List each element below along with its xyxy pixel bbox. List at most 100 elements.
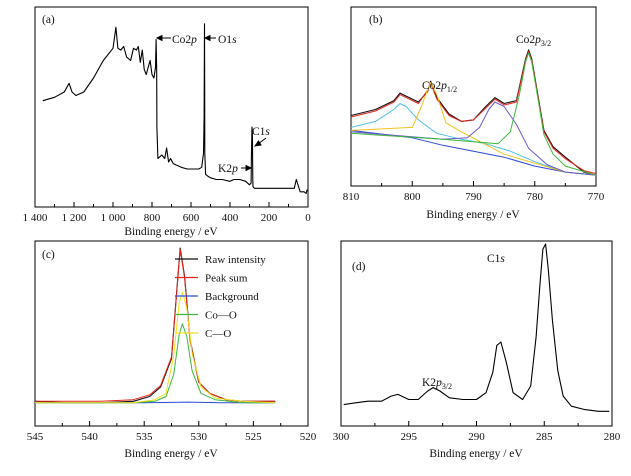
ann-c1s-italic: s — [265, 126, 270, 138]
ann-co2p-base: Co2 — [172, 34, 191, 46]
series-line-panel-2-7 — [350, 52, 597, 176]
x-tick-label: 1 000 — [101, 212, 126, 224]
x-tick-label: 285 — [536, 431, 553, 443]
panel-a-annotations: Co2p O1s C1s K2p — [155, 34, 270, 175]
annotation-o1s: O1s — [218, 34, 237, 46]
panel-b-series — [350, 49, 597, 176]
legend-label: C—O — [205, 328, 231, 340]
panel-a: (a) Binding energy / eV 1 400 1 200 1 000 8… — [23, 6, 311, 238]
panel-c-series — [34, 247, 276, 404]
panel-a-letter: (a) — [42, 14, 55, 26]
series-line-raw-intensity — [34, 247, 276, 404]
x-tick-label: 525 — [245, 431, 262, 443]
x-tick-label: 800 — [404, 191, 421, 203]
ann-d-c1s-base: C1 — [487, 253, 501, 265]
x-tick-label: 295 — [401, 431, 418, 443]
x-tick-label: 520 — [300, 431, 317, 443]
arrow-head-co2p — [155, 34, 163, 42]
annotation-co2p12: Co2p1/2 — [422, 80, 457, 94]
legend-label: Background — [205, 291, 259, 303]
series-line-panel-4-1 — [343, 243, 610, 412]
x-tick-label: 200 — [261, 212, 278, 224]
x-tick-label: 300 — [333, 431, 350, 443]
x-tick-label: 770 — [588, 191, 605, 203]
panel-d-x-ticks: 300 295 290 285 280 — [333, 421, 621, 443]
x-tick-label: 0 — [305, 212, 311, 224]
ann-c1s-base: C1 — [252, 126, 266, 138]
arrow-head-o1s — [203, 34, 211, 42]
ann-k2p-base: K2 — [218, 163, 232, 175]
panel-d-letter: (d) — [352, 261, 366, 273]
panel-d-series — [343, 243, 610, 412]
panel-b-letter: (b) — [369, 14, 383, 26]
panel-b: (b) Binding energy / eV 810 800 790 780 770 … — [343, 6, 605, 221]
series-line-panel-2-2 — [350, 50, 597, 175]
annotation-d-k2p32: K2p3/2 — [422, 377, 452, 391]
annotation-d-c1s: C1s — [487, 253, 505, 265]
ann-co2p-italic: p — [190, 34, 197, 46]
x-tick-label: 540 — [81, 431, 98, 443]
annotation-co2p12-base: Co2 — [422, 80, 441, 92]
x-tick-label: 600 — [183, 212, 200, 224]
panel-d-annotations: C1s K2p3/2 — [422, 253, 505, 391]
series-line-panel-2-1 — [350, 49, 597, 176]
x-tick-label: 400 — [222, 212, 239, 224]
annotation-co2p32: Co2p3/2 — [516, 34, 551, 48]
ann-o1s-base: O1 — [218, 34, 232, 46]
annotation-d-k2p32-p: p — [435, 377, 442, 389]
legend-label: Raw intensity — [205, 254, 266, 266]
panel-d: (d) Binding energy / eV 300 295 290 285 280 … — [333, 240, 621, 460]
panel-d-xlabel: Binding energy / eV — [429, 448, 523, 460]
panel-b-frame — [350, 6, 597, 187]
x-tick-label: 545 — [27, 431, 44, 443]
legend-label: Peak sum — [205, 273, 248, 285]
annotation-c1s: C1s — [252, 126, 270, 138]
series-line-panel-2-3 — [350, 129, 597, 176]
panel-c-frame — [34, 240, 309, 427]
annotation-d-k2p32-sub: 3/2 — [442, 382, 452, 391]
panel-b-x-ticks: 810 800 790 780 770 — [343, 181, 605, 203]
annotation-d-k2p32-base: K2 — [422, 377, 436, 389]
arrow-head-k2p — [245, 164, 253, 172]
panel-c-xlabel: Binding energy / eV — [124, 448, 218, 460]
series-line-panel-2-6 — [350, 101, 597, 176]
x-tick-label: 800 — [144, 212, 161, 224]
x-tick-label: 1 200 — [62, 212, 87, 224]
arrow-head-c1s — [253, 140, 262, 147]
panel-c-x-ticks: 545 540 535 530 525 520 — [27, 421, 317, 443]
x-tick-label: 790 — [465, 191, 482, 203]
annotation-co2p12-sub: 1/2 — [447, 85, 457, 94]
annotation-co2p32-p: p — [534, 34, 541, 46]
series-line-panel-2-5 — [350, 82, 597, 176]
panel-c-legend: Raw intensity Peak sum Background Co—O C—O — [175, 254, 266, 340]
annotation-co2p12-p: p — [440, 80, 447, 92]
legend-label: Co—O — [205, 310, 237, 322]
panel-a-x-ticks: 1 400 1 200 1 000 800 600 400 200 0 — [23, 202, 311, 224]
x-tick-label: 535 — [136, 431, 153, 443]
series-line-panel-2-4 — [350, 103, 597, 176]
ann-o1s-italic: s — [232, 34, 237, 46]
annotation-k2p: K2p — [218, 163, 238, 175]
ann-k2p-italic: p — [231, 163, 238, 175]
ann-d-c1s-italic: s — [500, 253, 505, 265]
annotation-co2p32-sub: 3/2 — [541, 39, 551, 48]
panel-c-letter: (c) — [42, 249, 55, 261]
series-line-c-o — [35, 291, 276, 404]
x-tick-label: 810 — [343, 191, 360, 203]
panel-c: (c) Binding energy / eV 545 540 535 530 525 5… — [27, 240, 317, 460]
x-tick-label: 280 — [604, 431, 621, 443]
x-tick-label: 290 — [468, 431, 485, 443]
x-tick-label: 1 400 — [23, 212, 48, 224]
series-line-co-o — [35, 323, 276, 404]
annotation-arrows — [155, 34, 267, 172]
x-tick-label: 530 — [191, 431, 208, 443]
series-line-panel-1-1 — [42, 23, 308, 195]
panel-b-xlabel: Binding energy / eV — [426, 209, 520, 221]
panel-b-annotations: Co2p1/2 Co2p3/2 — [422, 34, 551, 94]
annotation-co2p: Co2p — [172, 34, 197, 46]
x-tick-label: 780 — [527, 191, 544, 203]
annotation-co2p32-base: Co2 — [516, 34, 535, 46]
panel-d-frame — [340, 240, 613, 427]
